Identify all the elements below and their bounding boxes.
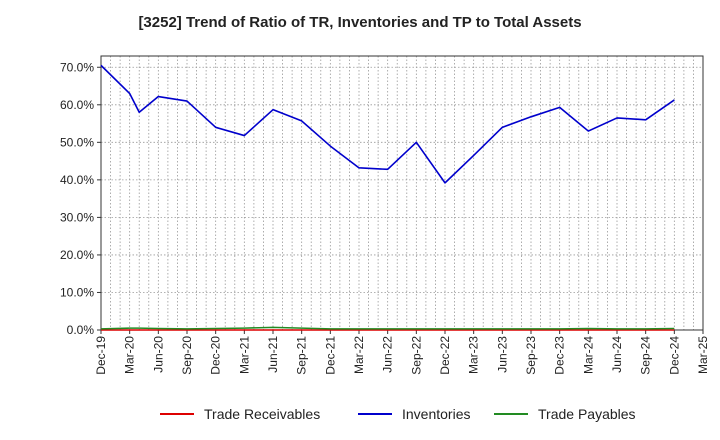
series-line-inventories [100,64,675,184]
x-tick-label: Jun-20 [151,336,165,373]
x-tick-label: Sep-24 [639,336,653,375]
x-tick-label: Sep-23 [524,336,538,375]
series-line-trade-payables [100,326,675,330]
series [100,64,675,331]
x-tick-label: Dec-19 [94,336,108,375]
y-tick-label: 70.0% [60,60,94,74]
x-tick-label: Jun-21 [266,336,280,373]
x-tick-label: Mar-21 [237,336,251,374]
legend-label: Trade Payables [538,406,636,422]
y-tick-label: 60.0% [60,98,94,112]
y-tick-label: 0.0% [67,323,95,337]
legend-label: Trade Receivables [204,406,320,422]
x-tick-label: Dec-24 [667,336,681,375]
x-tick-label: Jun-22 [381,336,395,373]
y-tick-label: 50.0% [60,135,94,149]
x-tick-label: Mar-20 [123,336,137,374]
legend: Trade Receivables Inventories Trade Payabl… [160,406,636,422]
x-tick-label: Mar-22 [352,336,366,374]
x-tick-label: Sep-22 [409,336,423,375]
x-tick-label: Jun-24 [610,336,624,373]
y-tick-label: 20.0% [60,248,94,262]
legend-label: Inventories [402,406,470,422]
x-tick-label: Dec-22 [438,336,452,375]
x-tick-label: Mar-25 [696,336,710,374]
x-tick-label: Dec-23 [553,336,567,375]
x-tick-label: Mar-24 [581,336,595,374]
x-tick-label: Jun-23 [495,336,509,373]
x-tick-label: Mar-23 [467,336,481,374]
x-tick-label: Sep-21 [295,336,309,375]
x-tick-label: Sep-20 [180,336,194,375]
axes: 0.0% 10.0% 20.0% 30.0% 40.0% 50.0% 60.0% 70.0% D… [60,55,710,375]
grid [100,56,704,331]
y-tick-label: 10.0% [60,285,94,299]
y-tick-label: 40.0% [60,173,94,187]
x-tick-label: Dec-21 [323,336,337,375]
y-tick-label: 30.0% [60,210,94,224]
x-tick-label: Dec-20 [209,336,223,375]
chart-title: [3252] Trend of Ratio of TR, Inventories… [138,14,582,31]
plot-area-border [100,55,704,331]
